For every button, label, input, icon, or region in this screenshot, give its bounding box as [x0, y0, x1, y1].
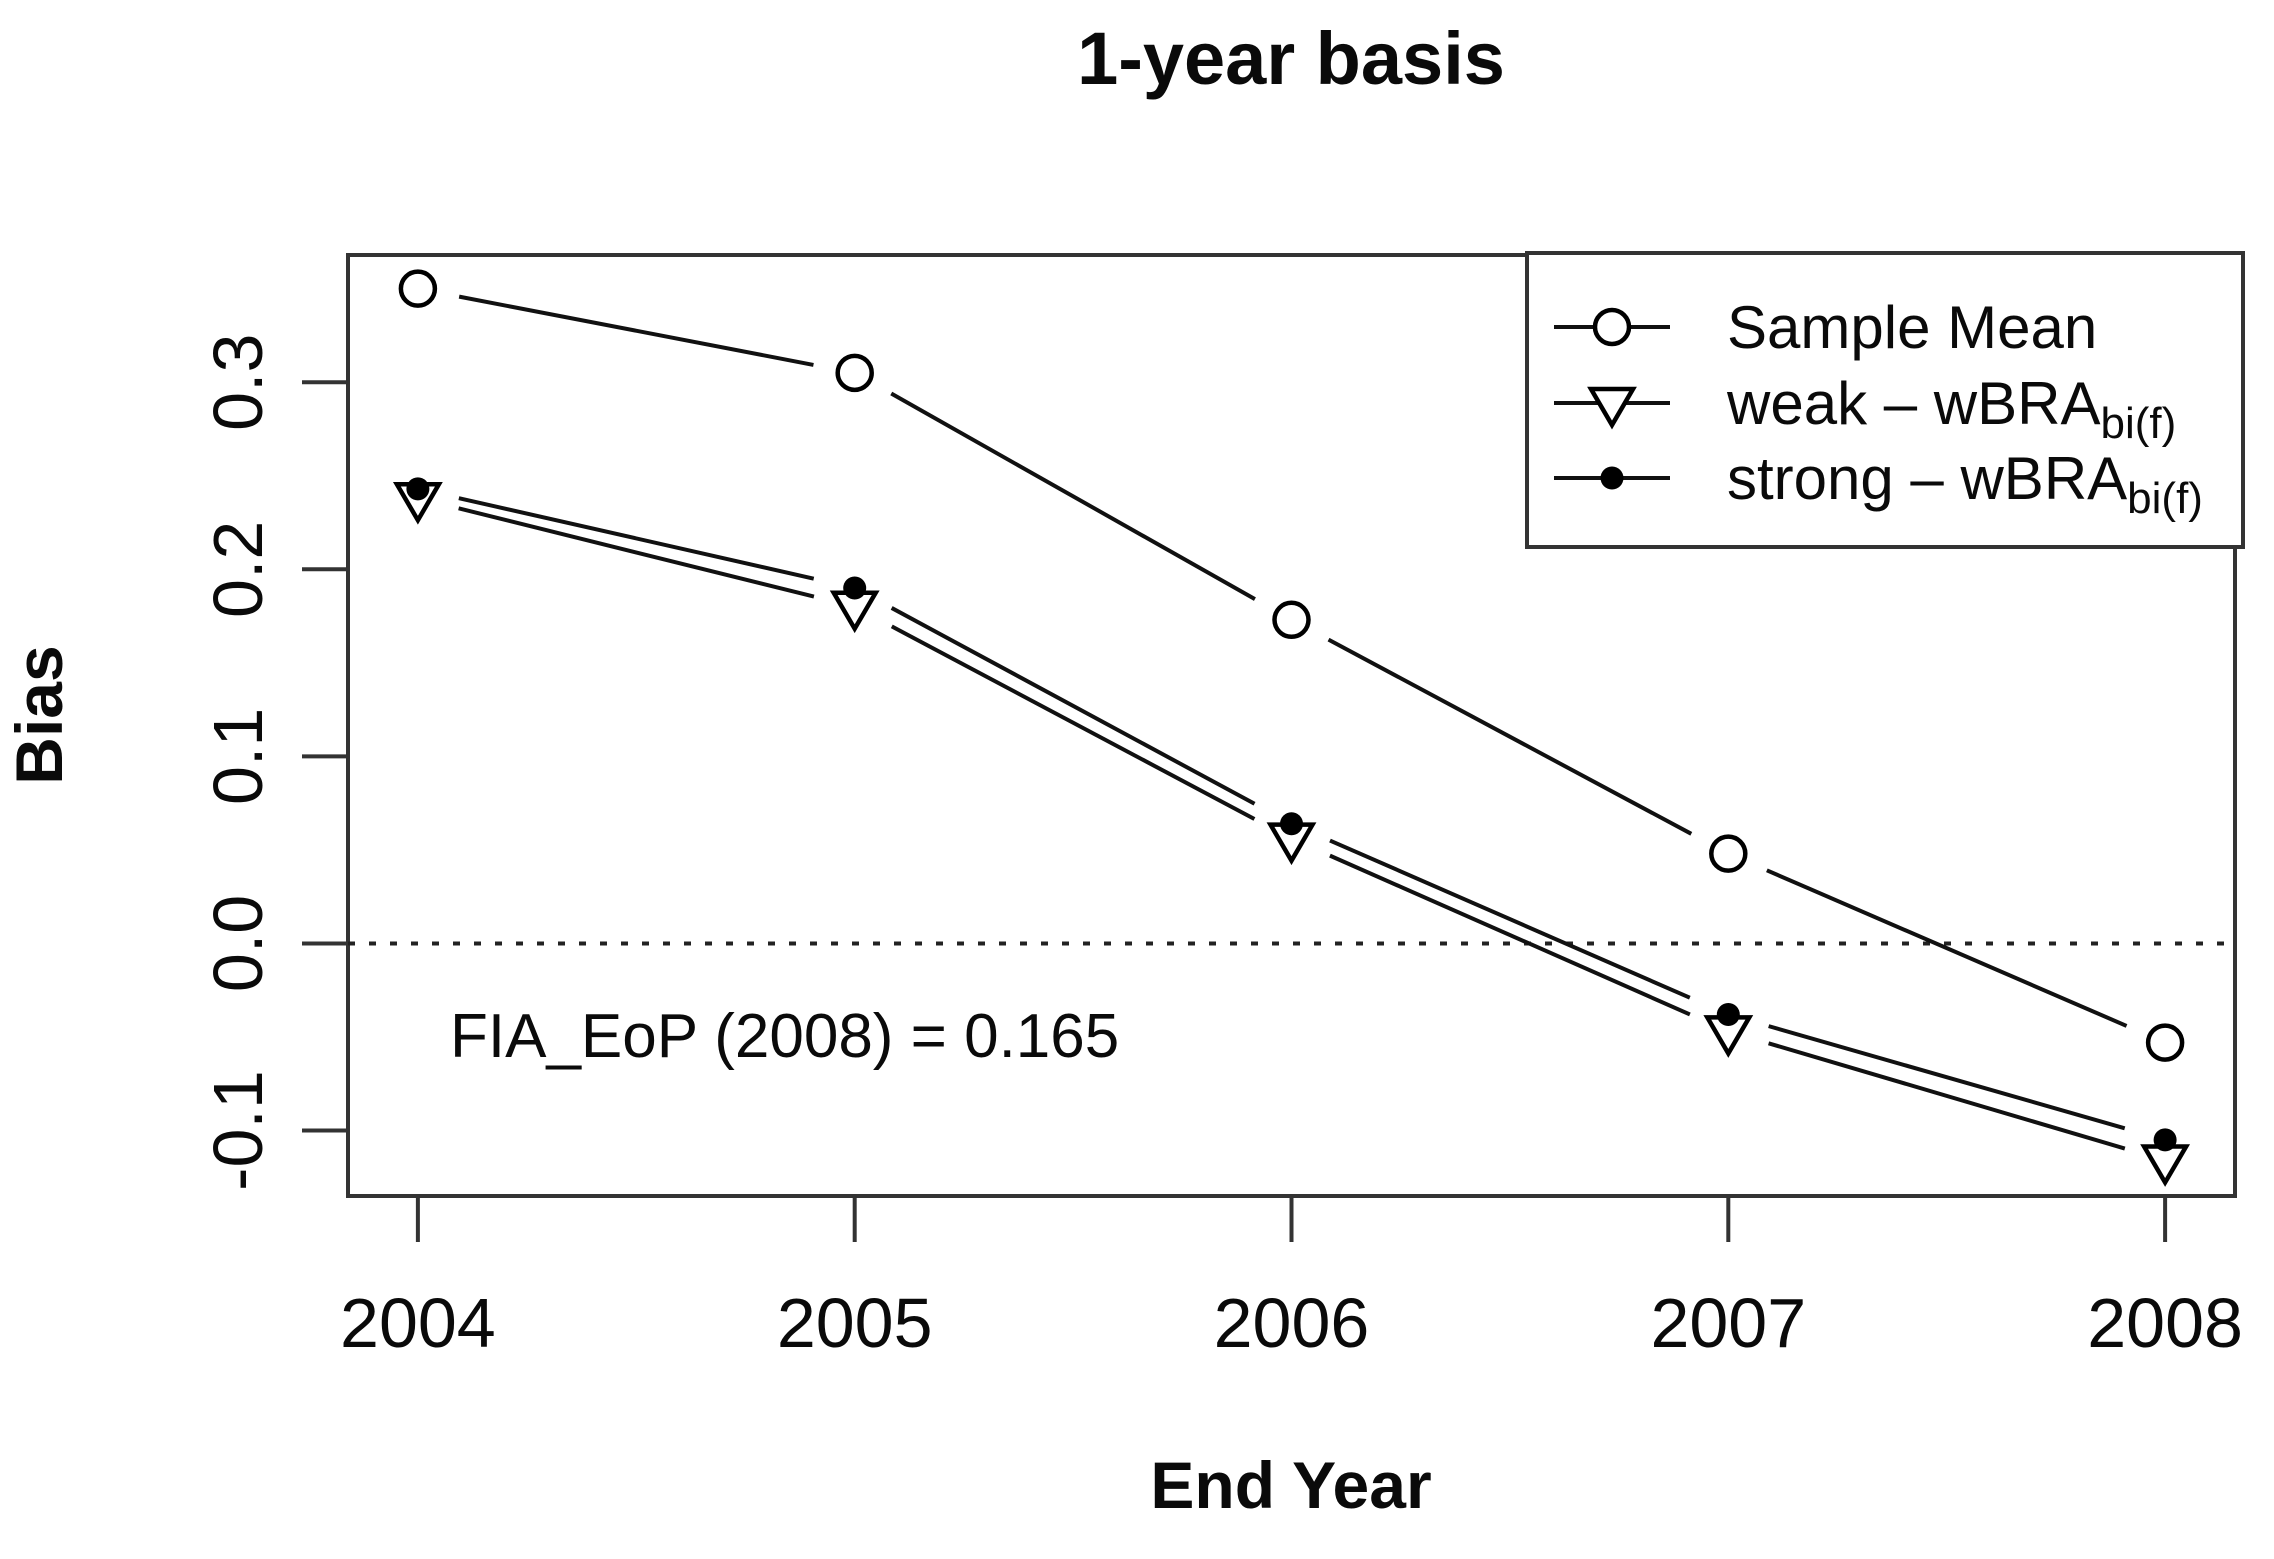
series-line-weak-wbra-bi-f [1329, 853, 1691, 1017]
y-tick-label: 0.1 [199, 708, 277, 805]
y-tick-label: 0.0 [199, 895, 277, 992]
strong-wbra-bi-f-point-2007 [1716, 1003, 1740, 1027]
y-tick-label: -0.1 [199, 1070, 277, 1191]
x-tick-label: 2006 [1214, 1284, 1370, 1362]
legend-item-weak-wbra: weak – wBRAbi(f) [1554, 370, 2176, 448]
series-line-weak-wbra-bi-f [1768, 1041, 2126, 1151]
y-tick-label: 0.3 [199, 334, 277, 431]
legend-item-sample-mean: Sample Mean [1554, 294, 2097, 361]
legend-marker-open-circle-icon [1592, 307, 1632, 347]
legend-label-strong-wbra: strong – wBRAbi(f) [1727, 445, 2203, 523]
strong-wbra-bi-f-point-2008 [2153, 1128, 2177, 1152]
sample-mean-point-2007 [1709, 834, 1748, 873]
sample-mean-point-2008 [2145, 1023, 2185, 1062]
legend-label-weak-wbra: weak – wBRAbi(f) [1726, 370, 2176, 448]
series-line-sample-mean [1766, 868, 2128, 1028]
series-line-sample-mean [458, 294, 814, 367]
x-axis-label: End Year [1150, 1448, 1431, 1522]
legend-marker-open-triangle-icon [1587, 386, 1637, 430]
x-tick-label: 2008 [2087, 1284, 2243, 1362]
series-line-weak-wbra-bi-f [458, 506, 815, 599]
y-tick-label: 0.2 [199, 521, 277, 618]
series-line-strong-wbra-bi-f [1329, 838, 1691, 1000]
x-tick-label: 2005 [777, 1284, 933, 1362]
series-line-strong-wbra-bi-f [890, 606, 1256, 806]
series-line-strong-wbra-bi-f [1768, 1024, 2126, 1131]
series-line-strong-wbra-bi-f [458, 496, 815, 581]
series-line-sample-mean [890, 391, 1256, 601]
chart-title: 1-year basis [1077, 17, 1505, 100]
legend-label-sample-mean: Sample Mean [1727, 294, 2097, 361]
annotation: FIA_EoP (2008) = 0.165 [450, 1002, 1119, 1071]
legend-marker-filled-circle-icon [1600, 466, 1624, 490]
legend: Sample Mean weak – wBRAbi(f) strong – wB… [1525, 251, 2245, 549]
legend-item-strong-wbra: strong – wBRAbi(f) [1554, 445, 2203, 523]
series-line-weak-wbra-bi-f [890, 624, 1256, 821]
strong-wbra-bi-f-point-2006 [1280, 812, 1303, 836]
plot-content: 2004 2005 2006 2007 2008 -0.1 0.0 0.1 0.2 0.3 [199, 269, 2243, 1362]
y-axis-label: Bias [2, 645, 76, 784]
x-tick-label: 2007 [1650, 1284, 1806, 1362]
strong-wbra-bi-f-point-2004 [406, 477, 430, 501]
sample-mean-point-2006 [1272, 600, 1311, 640]
legend-box [1525, 251, 2245, 549]
x-tick-label: 2004 [340, 1284, 496, 1362]
sample-mean-point-2005 [835, 353, 874, 393]
sample-mean-point-2004 [398, 269, 438, 308]
strong-wbra-bi-f-point-2005 [843, 576, 867, 600]
series-line-sample-mean [1327, 637, 1693, 836]
